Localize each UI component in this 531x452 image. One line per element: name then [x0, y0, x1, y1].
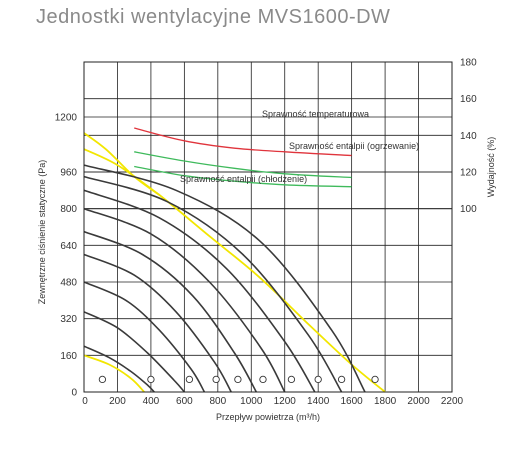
series-labels: Sprawność temperaturowa Sprawność entalpi… [180, 109, 419, 184]
y-tick-label: 480 [60, 278, 77, 289]
operating-point-marker [185, 375, 194, 384]
y-tick-label: 800 [60, 204, 77, 215]
y-tick-label: 640 [60, 241, 77, 252]
y-axis-ticks: 0 160 320 480 640 800 960 1200 [55, 113, 78, 399]
operating-point-marker [234, 375, 242, 384]
x-tick-label: 1400 [307, 396, 330, 407]
operating-point-marker [147, 375, 155, 384]
efficiency-curves [134, 127, 352, 188]
y-tick-label: 960 [60, 168, 77, 179]
plot-frame [83, 61, 453, 393]
fan-curves [83, 164, 366, 393]
operating-point-marker [314, 375, 322, 384]
x-tick-label: 800 [209, 396, 226, 407]
operating-point-marker [371, 375, 379, 384]
fan-curve [83, 253, 232, 393]
operating-point-marker [337, 375, 346, 384]
limit-curves [83, 132, 386, 393]
y-tick-label: 160 [60, 351, 77, 362]
fan-curve [83, 311, 186, 393]
markers [98, 375, 379, 384]
y2-tick-label: 180 [460, 58, 477, 69]
efficiency-curve [134, 165, 352, 188]
x-tick-label: 2000 [407, 396, 430, 407]
x-tick-label: 0 [82, 396, 88, 407]
fan-curve [83, 230, 257, 393]
efficiency-curve [134, 151, 352, 179]
x-tick-label: 1600 [341, 396, 364, 407]
grid [84, 62, 452, 392]
y2-tick-label: 100 [460, 204, 477, 215]
y-tick-label: 320 [60, 314, 77, 325]
x-tick-label: 1200 [274, 396, 297, 407]
y2-tick-label: 160 [460, 94, 477, 105]
x-tick-label: 1800 [374, 396, 397, 407]
y-tick-label: 1200 [55, 113, 78, 124]
x-tick-label: 200 [109, 396, 126, 407]
efficiency-curve [134, 127, 352, 157]
y-axis-label: Zewnętrzne ciśnienie statyczne (Pa) [37, 160, 47, 305]
limit-curve [83, 354, 145, 393]
operating-point-marker [259, 375, 267, 384]
fan-curve [83, 207, 286, 393]
operating-point-marker [98, 375, 107, 384]
fan-curve [83, 164, 366, 393]
y2-axis-label: Wydajność (%) [486, 137, 496, 197]
fan-curve [83, 189, 316, 393]
operating-point-marker [212, 375, 220, 384]
fan-curve [83, 345, 155, 393]
limit-curve [83, 148, 386, 393]
series-label: Sprawność entalpii (chłodzenie) [180, 174, 307, 184]
fan-curve [83, 281, 206, 393]
x-tick-label: 2200 [441, 396, 464, 407]
operating-point-marker [287, 375, 296, 384]
x-axis-label: Przepływ powietrza (m³/h) [216, 412, 320, 422]
x-axis-ticks: 0 200 400 600 800 1000 1200 1400 1600 1800 2000 220… [82, 396, 463, 407]
y-tick-label: 0 [71, 388, 77, 399]
series-label: Sprawność entalpii (ogrzewanie) [289, 141, 419, 151]
limit-curve [83, 132, 160, 196]
series-label: Sprawność temperaturowa [262, 109, 369, 119]
page-title: Jednostki wentylacyjne MVS1600-DW [36, 6, 391, 28]
y2-tick-label: 140 [460, 131, 477, 142]
y2-axis-ticks: 100 120 140 160 180 [460, 58, 477, 216]
x-tick-label: 600 [176, 396, 193, 407]
y2-tick-label: 120 [460, 168, 477, 179]
x-tick-label: 400 [143, 396, 160, 407]
fan-curve [83, 175, 343, 393]
x-tick-label: 1000 [240, 396, 263, 407]
